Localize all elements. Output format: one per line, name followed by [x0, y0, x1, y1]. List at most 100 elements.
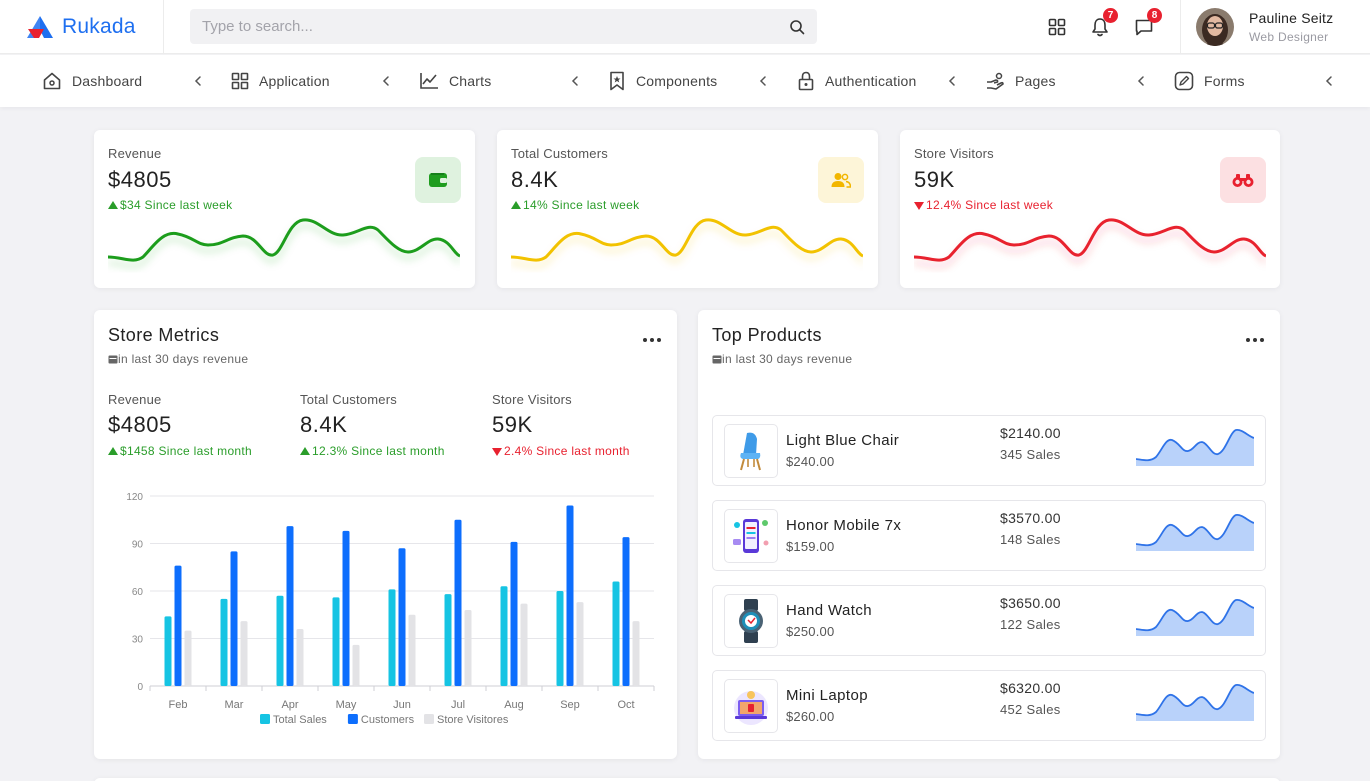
- x-tick-label: Jun: [393, 699, 411, 711]
- arrow-down-icon: [914, 202, 924, 210]
- nav-item-components[interactable]: Components: [608, 55, 717, 107]
- nav-item-dashboard[interactable]: Dashboard: [42, 55, 142, 107]
- bookmark-icon: [610, 71, 624, 91]
- bar-total-sales: [388, 589, 396, 686]
- nav-label: Charts: [449, 73, 492, 89]
- x-tick-label: May: [336, 699, 357, 711]
- avatar[interactable]: [1196, 8, 1234, 46]
- users-icon: [831, 173, 851, 188]
- bar-store-visitores: [576, 602, 584, 686]
- legend-swatch: [347, 714, 358, 724]
- product-name: Light Blue Chair: [786, 432, 900, 449]
- stat-label: Store Visitors: [914, 146, 994, 161]
- legend-label: Total Sales: [273, 714, 327, 726]
- nav-label: Pages: [1015, 73, 1056, 89]
- x-tick-label: Mar: [225, 699, 244, 711]
- binoculars-icon: [1232, 174, 1254, 187]
- product-name: Hand Watch: [786, 602, 872, 619]
- nav-label: Dashboard: [72, 73, 143, 89]
- messages-button[interactable]: 8: [1131, 8, 1162, 40]
- arrow-up-icon: [300, 447, 310, 455]
- brand[interactable]: Rukada: [0, 0, 164, 54]
- nav-item-application[interactable]: Application: [231, 55, 330, 107]
- store-metrics-bar-chart: 0 30 60 90 120 Feb Mar Apr May Jun Jul Aug Sep Oct Tot…: [126, 492, 655, 726]
- more-options-button[interactable]: [643, 338, 661, 342]
- legend-swatch: [260, 714, 270, 724]
- laptop-icon: [734, 691, 768, 725]
- nav-item-charts[interactable]: Charts: [419, 55, 491, 107]
- metric-change: 2.4% Since last month: [492, 444, 630, 458]
- product-item[interactable]: Mini Laptop $260.00 $6320.00 452 Sales: [712, 670, 1266, 741]
- legend-label: Customers: [361, 714, 415, 726]
- arrow-down-icon: [492, 448, 502, 456]
- calendar-icon: [108, 355, 118, 364]
- stat-change-text: 12.4% Since last week: [926, 198, 1054, 212]
- nav-label: Components: [636, 73, 718, 89]
- product-sales: 452 Sales: [1000, 702, 1061, 717]
- search-icon[interactable]: [789, 19, 805, 35]
- product-sparkline: [1136, 684, 1254, 721]
- metric-change: 12.3% Since last month: [300, 444, 445, 458]
- customers-sparkline: [511, 218, 863, 262]
- nav-label: Forms: [1204, 73, 1245, 89]
- product-total: $3570.00: [1000, 510, 1061, 526]
- watch-icon: [739, 599, 763, 643]
- revenue-sparkline: [108, 218, 460, 262]
- nav-item-forms[interactable]: Forms: [1174, 55, 1245, 107]
- metric-change-text: $1458 Since last month: [120, 444, 253, 458]
- stat-change-text: 14% Since last week: [523, 198, 640, 212]
- metric-label: Store Visitors: [492, 392, 572, 407]
- user-profile[interactable]: Pauline Seitz Web Designer: [1180, 0, 1370, 54]
- stat-card-revenue: Revenue $4805 $34 Since last week: [94, 130, 475, 288]
- stat-change: 14% Since last week: [511, 198, 639, 212]
- stat-icon-box: [415, 157, 461, 203]
- product-sales: 345 Sales: [1000, 447, 1061, 462]
- bar-customers: [454, 519, 462, 686]
- panel-title: Store Metrics: [108, 325, 220, 345]
- product-name: Mini Laptop: [786, 687, 868, 704]
- bar-store-visitores: [184, 630, 192, 686]
- apps-grid-button[interactable]: [1044, 14, 1070, 40]
- visitors-sparkline: [914, 218, 1266, 262]
- search-input[interactable]: [202, 18, 789, 35]
- chevron-left-icon[interactable]: [1323, 75, 1335, 87]
- y-tick-label: 60: [132, 587, 144, 598]
- product-sales: 148 Sales: [1000, 532, 1061, 547]
- messages-badge: 8: [1147, 8, 1162, 23]
- bar-total-sales: [612, 581, 620, 686]
- y-tick-label: 30: [132, 635, 144, 646]
- top-products-panel: Top Products in last 30 days revenue Lig…: [698, 310, 1280, 759]
- panel-subtitle: in last 30 days revenue: [108, 352, 248, 366]
- nav-label: Application: [259, 73, 330, 89]
- chevron-left-icon[interactable]: [757, 75, 769, 87]
- product-total: $3650.00: [1000, 595, 1061, 611]
- chevron-left-icon[interactable]: [192, 75, 204, 87]
- chevron-left-icon[interactable]: [946, 75, 958, 87]
- product-item[interactable]: Hand Watch $250.00 $3650.00 122 Sales: [712, 585, 1266, 656]
- more-options-button[interactable]: [1246, 338, 1264, 342]
- bar-customers: [510, 541, 518, 686]
- avatar-image: [1196, 8, 1234, 46]
- nav-item-pages[interactable]: Pages: [985, 55, 1056, 107]
- metric-change: $1458 Since last month: [108, 444, 252, 458]
- search-bar[interactable]: [190, 9, 817, 44]
- home-icon: [43, 72, 61, 90]
- product-item[interactable]: Light Blue Chair $240.00 $2140.00 345 Sa…: [712, 415, 1266, 486]
- bar-customers: [342, 530, 350, 686]
- user-name: Pauline Seitz: [1249, 10, 1334, 26]
- top-bar: Rukada 7 8: [0, 0, 1370, 54]
- chevron-left-icon[interactable]: [569, 75, 581, 87]
- product-sparkline: [1136, 514, 1254, 551]
- bar-store-visitores: [464, 610, 472, 686]
- nav-label: Authentication: [825, 73, 917, 89]
- y-tick-label: 120: [126, 492, 143, 503]
- product-thumbnail: [724, 594, 778, 648]
- notifications-button[interactable]: 7: [1087, 8, 1118, 40]
- x-tick-label: Aug: [504, 699, 524, 711]
- chevron-left-icon[interactable]: [380, 75, 392, 87]
- chevron-left-icon[interactable]: [1135, 75, 1147, 87]
- brand-logo-icon: [27, 16, 53, 38]
- nav-item-authentication[interactable]: Authentication: [797, 55, 917, 107]
- product-item[interactable]: Honor Mobile 7x $159.00 $3570.00 148 Sal…: [712, 500, 1266, 571]
- bar-store-visitores: [240, 621, 248, 686]
